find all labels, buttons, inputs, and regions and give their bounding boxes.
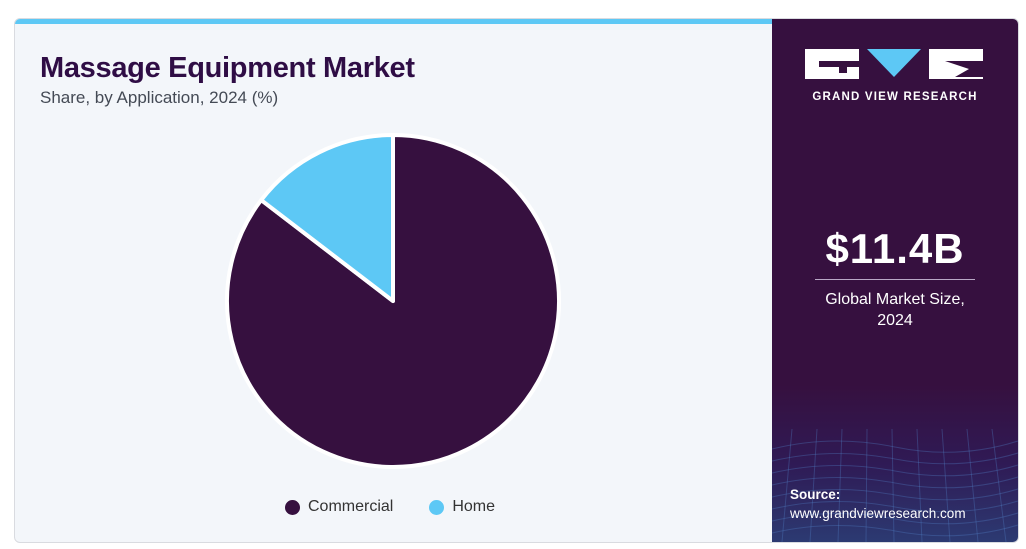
market-size-caption-line2: 2024 <box>877 312 913 329</box>
chart-title: Massage Equipment Market <box>40 52 415 84</box>
pie-chart <box>225 133 561 469</box>
chart-card: Massage Equipment Market Share, by Appli… <box>14 18 1019 543</box>
chart-legend: Commercial Home <box>285 498 531 516</box>
wave-mesh-decoration <box>772 428 1018 542</box>
chart-panel: Massage Equipment Market Share, by Appli… <box>15 24 772 542</box>
legend-label-commercial: Commercial <box>308 498 394 515</box>
source-block: Source: www.grandviewresearch.com <box>790 485 966 523</box>
chart-subtitle: Share, by Application, 2024 (%) <box>40 88 279 107</box>
pie-slice-home <box>259 133 395 303</box>
pie-slice-commercial <box>225 133 561 469</box>
source-label: Source: <box>790 487 841 502</box>
legend-item-home: Home <box>429 498 495 516</box>
market-size-caption: Global Market Size, 2024 <box>772 289 1018 331</box>
info-sidebar: GRAND VIEW RESEARCH $11.4B Global Market… <box>772 19 1018 542</box>
market-size-value: $11.4B <box>825 225 965 272</box>
divider <box>815 279 975 280</box>
gvr-logo-icon <box>805 49 983 79</box>
legend-swatch-commercial <box>285 499 300 515</box>
brand-name: GRAND VIEW RESEARCH <box>812 91 978 103</box>
legend-item-commercial: Commercial <box>285 498 393 516</box>
source-url[interactable]: www.grandviewresearch.com <box>790 506 966 521</box>
accent-bar <box>15 19 772 24</box>
legend-swatch-home <box>429 499 445 515</box>
legend-label-home: Home <box>452 498 496 515</box>
market-size-caption-line1: Global Market Size, <box>825 291 965 308</box>
